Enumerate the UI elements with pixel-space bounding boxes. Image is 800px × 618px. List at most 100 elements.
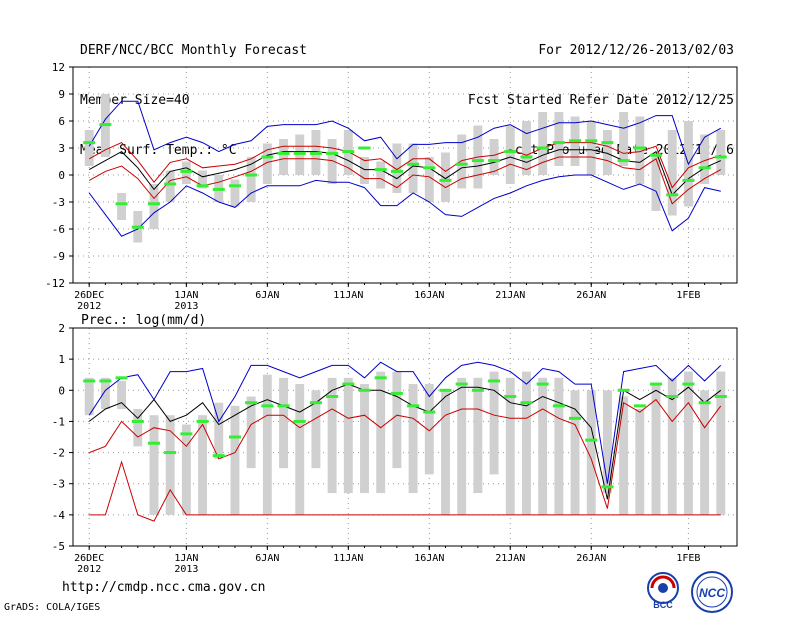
y-tick-label: -6 [52,223,65,236]
obs-marker [261,155,274,159]
x-tick-label: 1JAN [174,553,198,564]
spread-box [554,377,564,515]
obs-marker [293,151,306,155]
x-tick-label: 21JAN [495,553,525,564]
spread-box [424,157,434,202]
fcst-start-date: Fcst Started Refer Date 2012/12/25 [467,93,734,108]
series-mean [88,383,722,500]
obs-marker [698,166,711,170]
spread-box [360,384,369,494]
y-tick-label: -9 [52,250,65,263]
obs-marker [196,419,209,423]
spread-box [538,377,548,515]
obs-marker [650,153,663,157]
x-tick-label: 11JAN [333,553,363,564]
x-tick-label: 26DEC [74,553,104,564]
spread-box [246,157,256,202]
spread-box [262,374,272,515]
spread-box [570,390,580,515]
forecast-period: For 2012/12/26-2013/02/03 [538,43,734,58]
x-tick-label: 1FEB [676,290,700,301]
spread-box [230,405,240,515]
x-tick-label: 16JAN [414,290,444,301]
spread-box [376,371,386,494]
obs-marker [423,410,436,414]
obs-marker [439,388,452,392]
spread-box [667,377,677,515]
series-upper [88,100,722,166]
x-tick-year-label: 2013 [174,564,198,575]
obs-marker [212,454,225,458]
y-tick-label: -4 [52,509,66,522]
y-tick-label: 9 [58,88,65,101]
spread-box [376,161,386,189]
y-tick-label: 3 [58,142,65,155]
x-tick-label: 26JAN [576,290,606,301]
obs-marker [374,376,387,380]
spread-box [538,112,548,175]
spread-box [602,130,612,175]
spread-box [392,371,402,469]
obs-marker [682,178,695,182]
spread-box [117,380,127,409]
spread-box [716,130,726,175]
source-url[interactable]: http://cmdp.ncc.cma.gov.cn [62,580,266,595]
obs-marker [714,395,727,399]
spread-box [457,134,467,189]
x-tick-year-label: 2013 [174,301,198,312]
panel-annotation: Prec.: log(mm/d) [81,313,206,328]
obs-marker [633,404,646,408]
spread-box [473,377,483,494]
obs-marker [180,432,193,436]
obs-marker [423,166,436,170]
obs-marker [617,388,630,392]
spread-box [84,377,94,416]
obs-marker [293,419,306,423]
y-tick-label: -12 [45,277,65,290]
obs-marker [358,388,371,392]
obs-marker [488,379,501,383]
spread-box [505,125,515,184]
spread-box [441,390,450,515]
obs-marker [520,155,533,159]
spread-box [408,384,418,494]
spread-box [117,193,127,220]
spread-box [360,157,369,184]
spread-box [230,179,240,207]
spread-box [489,139,499,175]
y-tick-label: -3 [52,478,65,491]
series-mean [88,149,722,196]
x-tick-label: 6JAN [255,290,279,301]
obs-marker [83,141,96,145]
spread-box [554,112,564,166]
y-tick-label: 2 [58,322,65,335]
spread-box [181,424,191,515]
obs-marker [552,141,565,145]
x-tick-label: 26JAN [576,553,606,564]
obs-marker [131,225,144,229]
obs-marker [569,139,582,143]
obs-marker [471,388,484,392]
spread-box [327,139,337,184]
obs-marker [666,193,679,197]
ncc-logo: NCC [691,571,733,613]
obs-marker [309,151,322,155]
series-ens-low [89,398,722,509]
obs-marker [682,382,695,386]
obs-marker [245,173,258,177]
y-tick-label: 0 [58,169,65,182]
spread-box [214,402,224,459]
spread-box [165,170,175,202]
spread-box [522,121,531,175]
obs-marker [698,401,711,405]
obs-marker [147,441,160,445]
spread-box [279,139,288,175]
spread-box [84,130,94,166]
obs-marker [326,151,339,155]
obs-marker [358,146,371,150]
spread-box [505,377,515,515]
obs-marker [455,382,468,386]
y-tick-label: 1 [58,353,65,366]
obs-marker [666,395,679,399]
